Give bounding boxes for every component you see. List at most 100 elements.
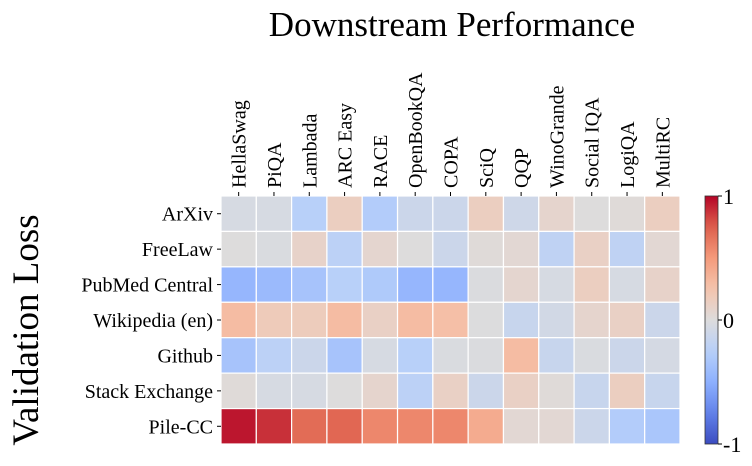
column-label: WinoGrande <box>546 85 568 188</box>
row-label: PubMed Central <box>81 275 213 297</box>
heatmap-cell <box>220 337 257 374</box>
column-label: COPA <box>441 136 463 188</box>
heatmap-cell <box>467 230 505 268</box>
heatmap-cell <box>538 372 575 410</box>
heatmap-cell <box>255 195 293 233</box>
heatmap-cell <box>326 407 363 445</box>
row-label: Pile-CC <box>149 416 213 438</box>
heatmap-cell <box>432 195 469 233</box>
heatmap-cell <box>608 301 646 339</box>
heatmap-cell <box>644 407 681 445</box>
column-label: QQP <box>511 148 533 188</box>
heatmap-cell <box>502 301 540 339</box>
column-label: PiQA <box>264 142 286 188</box>
heatmap-cell <box>608 372 646 410</box>
row-label: Stack Exchange <box>85 381 213 403</box>
heatmap-cell <box>573 301 610 339</box>
heatmap-cell <box>538 230 575 268</box>
colorbar-tick-label: 1 <box>723 184 734 209</box>
heatmap-cell <box>255 301 293 339</box>
heatmap-cell <box>361 230 399 268</box>
chart-title: Downstream Performance <box>269 5 635 44</box>
heatmap-cell <box>467 266 505 303</box>
heatmap-cell <box>326 372 363 410</box>
row-label: Github <box>157 345 213 367</box>
heatmap-cells <box>220 195 681 445</box>
heatmap-cell <box>326 301 363 339</box>
heatmap-cell <box>396 372 434 410</box>
heatmap-cell <box>220 230 257 268</box>
heatmap-cell <box>255 230 293 268</box>
heatmap-cell <box>538 195 575 233</box>
heatmap-cell <box>467 372 505 410</box>
heatmap-cell <box>432 301 469 339</box>
y-axis-label: Validation Loss <box>6 214 47 445</box>
heatmap-cell <box>467 301 505 339</box>
heatmap-cell <box>396 337 434 374</box>
heatmap-cell <box>220 301 257 339</box>
heatmap-cell <box>573 230 610 268</box>
heatmap-cell <box>326 230 363 268</box>
heatmap-cell <box>467 195 505 233</box>
heatmap-cell <box>291 372 328 410</box>
heatmap-cell <box>396 230 434 268</box>
heatmap-cell <box>538 337 575 374</box>
heatmap-cell <box>361 372 399 410</box>
heatmap-cell <box>291 337 328 374</box>
column-label: RACE <box>370 135 392 188</box>
heatmap-cell <box>361 337 399 374</box>
heatmap-cell <box>608 230 646 268</box>
heatmap-cell <box>573 372 610 410</box>
colorbar-ticks: 1 0 -1 <box>718 184 741 457</box>
heatmap-cell <box>291 301 328 339</box>
row-label: FreeLaw <box>142 239 214 261</box>
heatmap-cell <box>432 266 469 303</box>
heatmap-cell <box>361 266 399 303</box>
heatmap-cell <box>291 230 328 268</box>
heatmap-cell <box>573 407 610 445</box>
heatmap-cell <box>255 266 293 303</box>
heatmap-cell <box>573 195 610 233</box>
colorbar-tick-label: 0 <box>723 308 734 333</box>
heatmap-cell <box>326 266 363 303</box>
heatmap-cell <box>644 230 681 268</box>
heatmap-cell <box>573 337 610 374</box>
heatmap-cell <box>291 195 328 233</box>
column-label: HellaSwag <box>229 100 251 188</box>
heatmap-cell <box>608 266 646 303</box>
heatmap-cell <box>396 195 434 233</box>
column-label: LogiQA <box>617 121 639 188</box>
heatmap-cell <box>538 407 575 445</box>
heatmap-cell <box>220 266 257 303</box>
heatmap-cell <box>644 337 681 374</box>
heatmap-cell <box>432 230 469 268</box>
heatmap-cell <box>396 266 434 303</box>
heatmap-cell <box>396 407 434 445</box>
column-labels: HellaSwag PiQA Lambada ARC Easy RACE OpenBook… <box>229 72 674 196</box>
heatmap-cell <box>538 301 575 339</box>
heatmap-cell <box>220 372 257 410</box>
heatmap-cell <box>432 372 469 410</box>
heatmap-cell <box>644 266 681 303</box>
heatmap-cell <box>291 407 328 445</box>
heatmap-cell <box>255 337 293 374</box>
heatmap-cell <box>608 407 646 445</box>
heatmap-cell <box>502 230 540 268</box>
heatmap-cell <box>644 195 681 233</box>
row-label: ArXiv <box>162 204 213 226</box>
column-label: OpenBookQA <box>405 72 427 188</box>
heatmap-cell <box>502 372 540 410</box>
column-label: MultiRC <box>652 117 674 188</box>
heatmap-cell <box>432 337 469 374</box>
heatmap-cell <box>538 266 575 303</box>
heatmap-cell <box>361 195 399 233</box>
heatmap-cell <box>432 407 469 445</box>
heatmap-cell <box>644 372 681 410</box>
heatmap-cell <box>502 195 540 233</box>
colorbar <box>704 195 719 445</box>
heatmap-cell <box>396 301 434 339</box>
heatmap-cell <box>255 407 293 445</box>
heatmap-cell <box>644 301 681 339</box>
